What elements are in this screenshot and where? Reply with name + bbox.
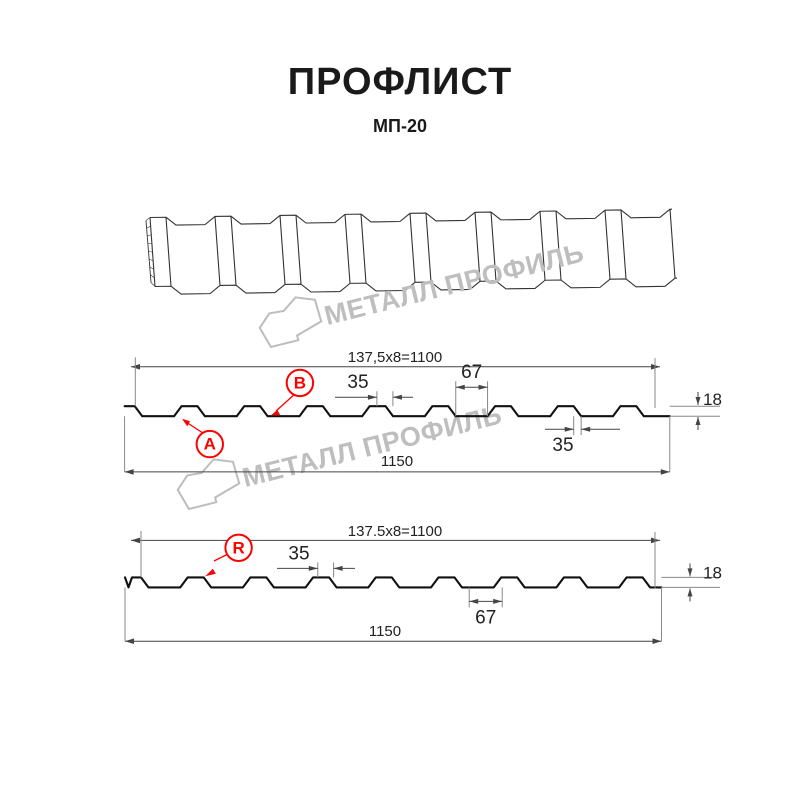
svg-text:137,5x8=1100: 137,5x8=1100 xyxy=(348,349,442,366)
svg-text:35: 35 xyxy=(552,435,573,456)
svg-text:67: 67 xyxy=(461,362,482,383)
svg-text:A: A xyxy=(204,435,216,454)
svg-text:35: 35 xyxy=(347,372,368,393)
svg-text:ПРОФЛИСТ: ПРОФЛИСТ xyxy=(288,61,512,103)
svg-text:МП-20: МП-20 xyxy=(373,116,427,136)
svg-text:18: 18 xyxy=(703,390,722,409)
svg-text:18: 18 xyxy=(703,563,722,582)
svg-text:35: 35 xyxy=(288,543,309,564)
svg-text:137.5x8=1100: 137.5x8=1100 xyxy=(348,523,442,540)
svg-text:1150: 1150 xyxy=(381,453,413,470)
svg-text:R: R xyxy=(232,538,244,557)
svg-text:B: B xyxy=(294,373,306,392)
svg-text:67: 67 xyxy=(475,607,496,628)
svg-text:1150: 1150 xyxy=(369,623,401,640)
